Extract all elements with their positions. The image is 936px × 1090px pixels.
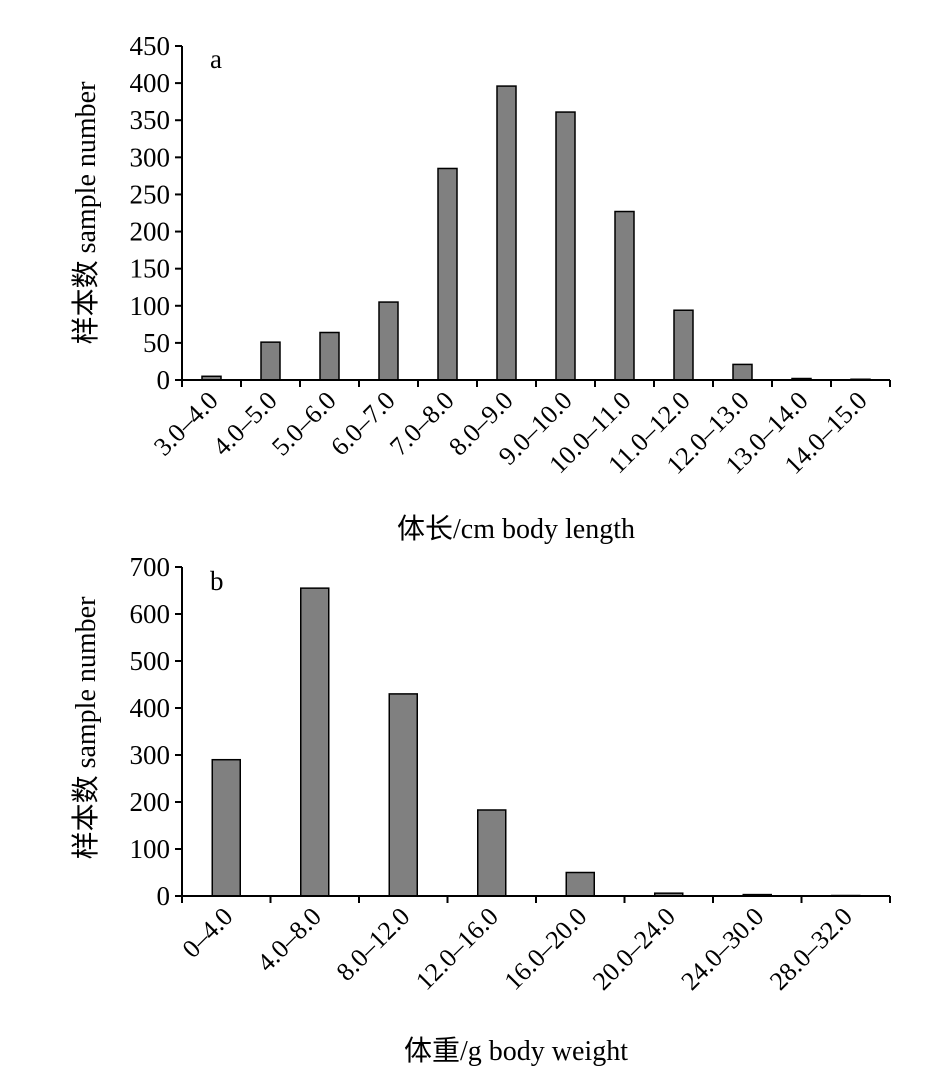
y-tick-label: 350 [130, 105, 171, 135]
y-tick-label: 250 [130, 179, 171, 209]
x-tick-label: 16.0–20.0 [498, 902, 592, 996]
y-tick-label: 100 [130, 291, 171, 321]
bar-2 [388, 693, 418, 897]
x-tick-label: 4.0–5.0 [207, 386, 283, 462]
chart-b: 0 100 200 300 400 500 600 700 0–4.0 4.0–8.0 8.0–12… [70, 552, 891, 1067]
y-tick-label: 300 [130, 740, 171, 770]
x-tick-label: 24.0–30.0 [675, 902, 769, 996]
bar-0 [211, 758, 241, 897]
bar-7 [614, 210, 635, 381]
x-tick-label: 8.0–12.0 [331, 902, 416, 987]
y-tick-label: 600 [130, 599, 171, 629]
panel-label: a [210, 44, 222, 74]
y-axis-title: 样本数 sample number [70, 81, 102, 345]
y-tick-label: 100 [130, 834, 171, 864]
x-tick-label: 4.0–8.0 [251, 902, 327, 978]
y-axis-title: 样本数 sample number [70, 596, 102, 860]
x-tick-label: 12.0–16.0 [410, 902, 504, 996]
y-tick-label: 700 [130, 552, 171, 582]
bar-1 [260, 341, 281, 381]
bar-2 [319, 331, 340, 381]
y-tick-label: 500 [130, 646, 171, 676]
x-tick-label: 20.0–24.0 [587, 902, 681, 996]
x-tick-label: 5.0–6.0 [266, 386, 342, 462]
y-tick-label: 400 [130, 693, 171, 723]
bar-3 [477, 809, 507, 897]
x-tick-label: 3.0–4.0 [148, 386, 224, 462]
y-tick-label: 200 [130, 787, 171, 817]
y-tick-label: 400 [130, 68, 171, 98]
y-tick-label: 0 [157, 881, 171, 911]
bar-6 [555, 111, 576, 381]
y-tick-label: 200 [130, 217, 171, 247]
x-axis-title: 体长/cm body length [397, 513, 635, 545]
bar-5 [496, 85, 517, 381]
y-tick-label: 450 [130, 31, 171, 61]
bar-8 [673, 309, 694, 381]
y-tick-label: 50 [143, 328, 170, 358]
bar-1 [300, 587, 330, 897]
y-tick-label: 0 [157, 365, 171, 395]
x-axis-title: 体重/g body weight [404, 1035, 628, 1067]
y-tick-label: 150 [130, 254, 171, 284]
panel-label: b [210, 566, 224, 596]
bar-4 [437, 167, 458, 381]
x-tick-label: 7.0–8.0 [384, 386, 460, 462]
y-tick-label: 300 [130, 142, 171, 172]
x-tick-label: 0–4.0 [177, 902, 239, 964]
bar-9 [732, 363, 753, 381]
chart-a: 0 50 100 150 200 250 300 350 400 450 3.0–4.04.0–5.… [70, 31, 891, 545]
x-tick-label: 6.0–7.0 [325, 386, 401, 462]
bar-3 [378, 301, 399, 381]
bar-4 [565, 871, 595, 897]
x-tick-label: 28.0–32.0 [764, 902, 858, 996]
